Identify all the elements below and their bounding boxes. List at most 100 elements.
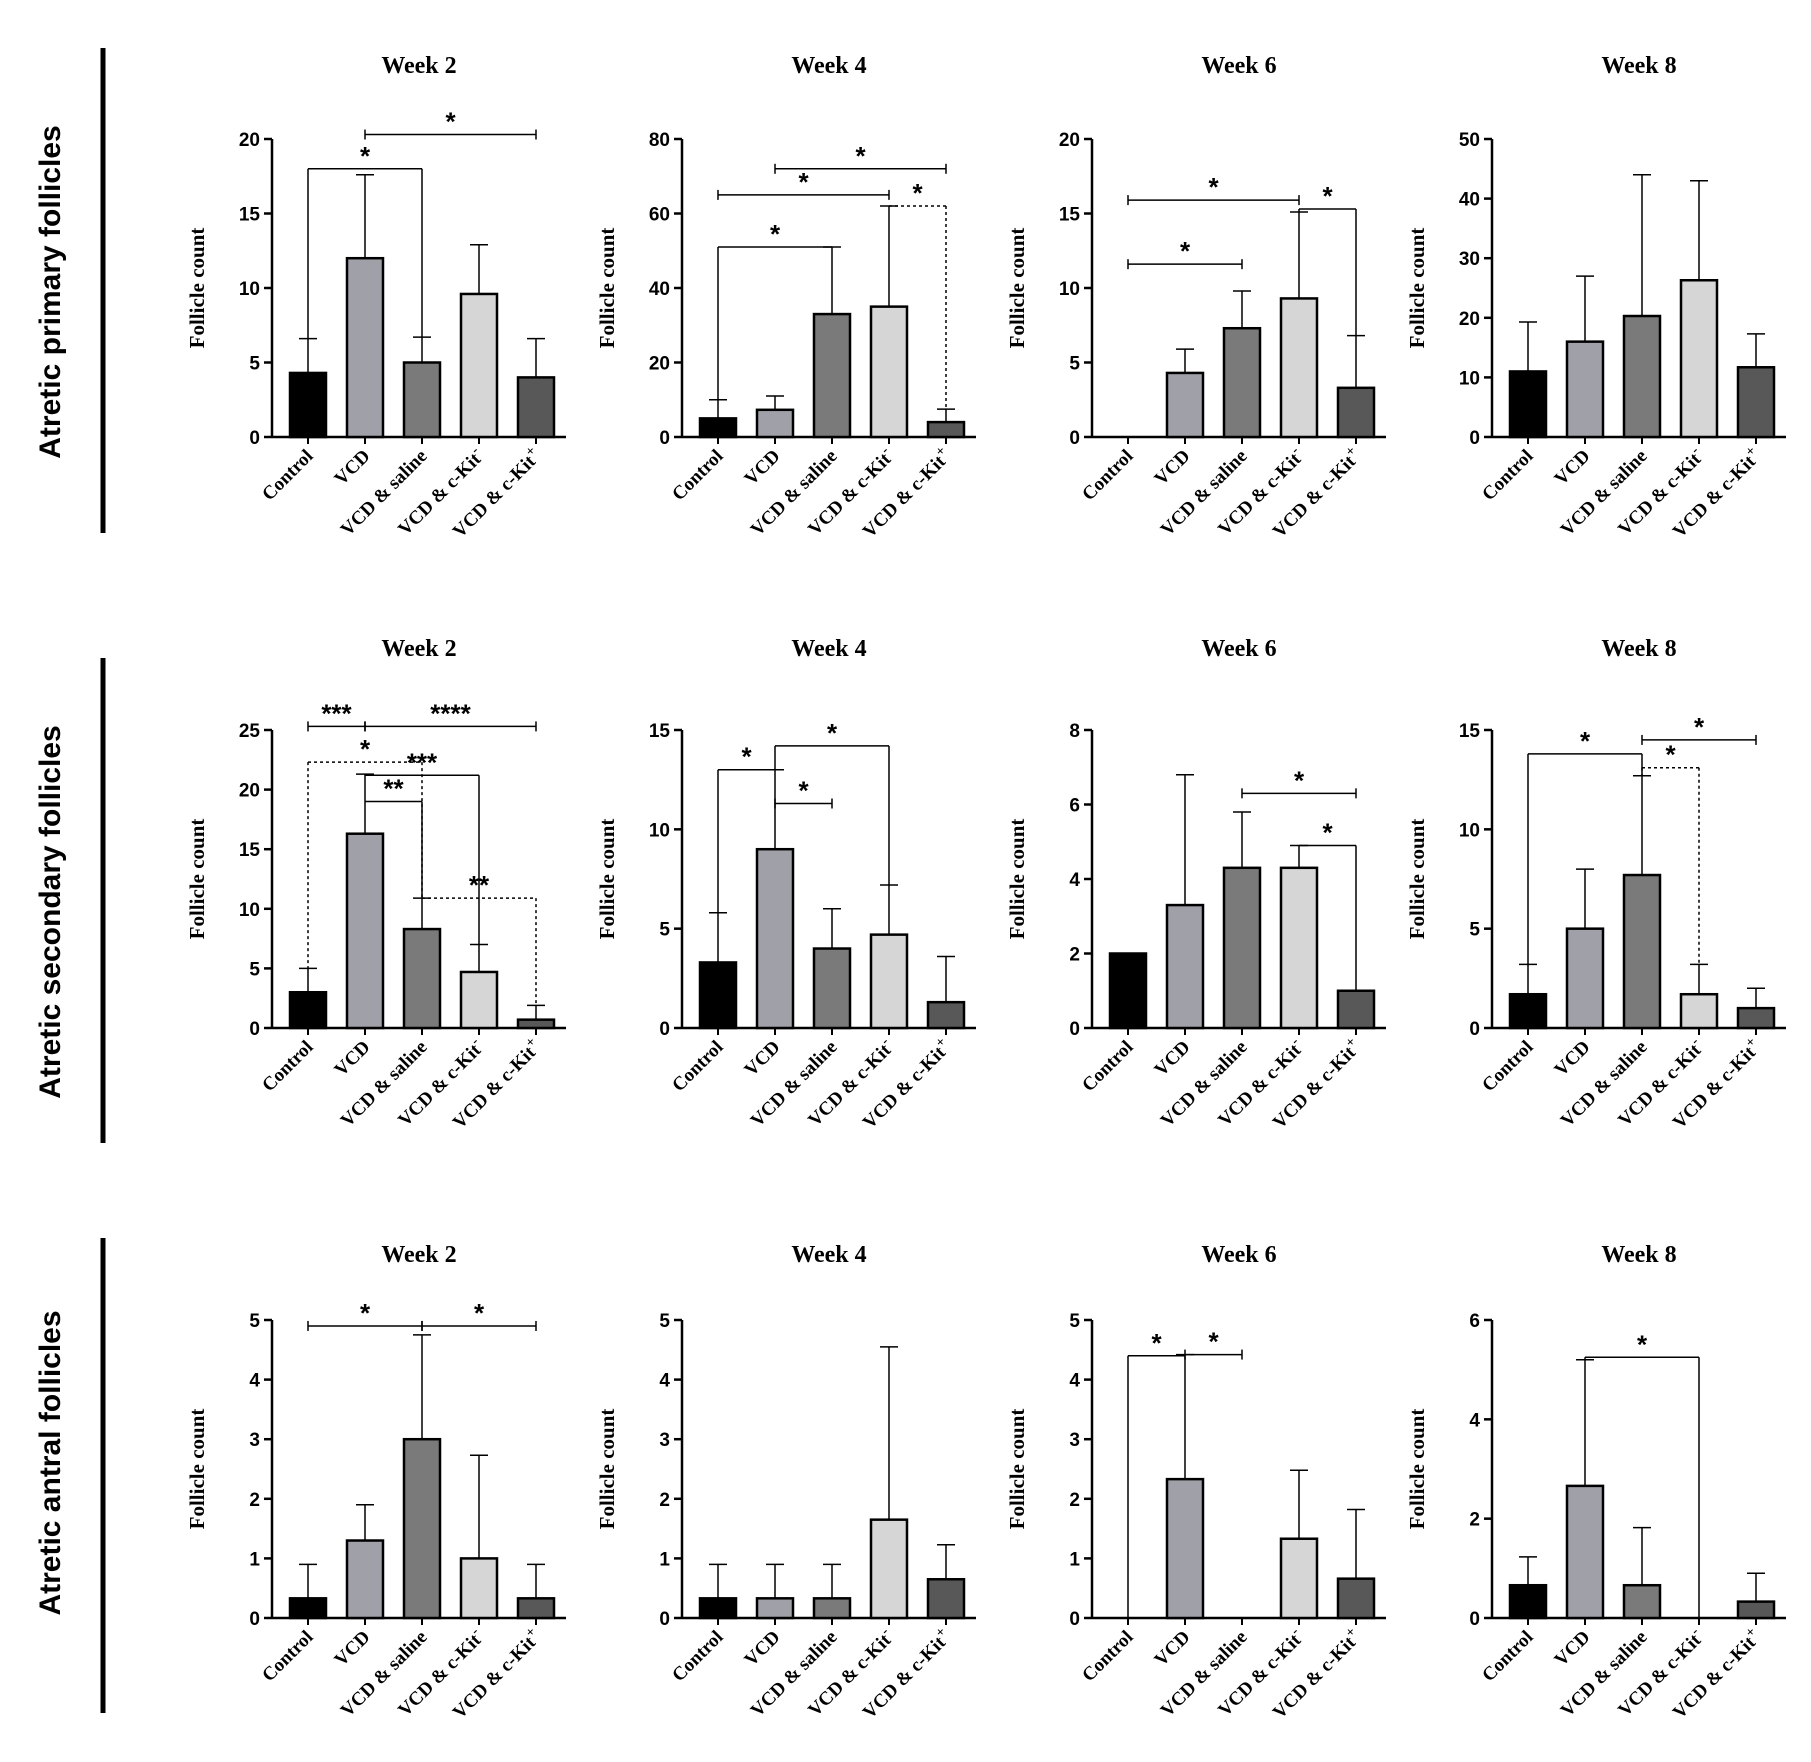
bar bbox=[402, 361, 442, 439]
y-tick-label: 40 bbox=[649, 279, 670, 300]
x-tick-label: Control bbox=[668, 1627, 727, 1686]
y-axis-label: Follicle count bbox=[1005, 1409, 1029, 1530]
significance-label: * bbox=[1180, 236, 1191, 266]
y-tick-label: 15 bbox=[1459, 721, 1481, 742]
x-tick-label-text: VCD bbox=[331, 1037, 375, 1081]
y-tick-label: 2 bbox=[1069, 1490, 1080, 1511]
y-axis-label: Follicle count bbox=[1405, 1409, 1429, 1530]
x-tick-label: VCD bbox=[331, 446, 375, 490]
bar bbox=[869, 305, 909, 439]
y-tick-label: 0 bbox=[1469, 428, 1480, 449]
y-tick-label: 3 bbox=[249, 1430, 260, 1451]
y-tick-label: 5 bbox=[249, 959, 260, 980]
x-tick-label: Control bbox=[1078, 446, 1137, 505]
panel-title: Week 2 bbox=[381, 636, 456, 662]
y-tick-label: 0 bbox=[1469, 1019, 1480, 1040]
x-tick-label: VCD bbox=[1551, 446, 1595, 490]
bar bbox=[869, 933, 909, 1030]
chart-panel-p4: Week 8 Follicle count 0 10 20 30 40 50 Control VC… bbox=[1405, 53, 1786, 542]
x-tick-label: VCD bbox=[1551, 1627, 1595, 1671]
y-tick-label: 0 bbox=[249, 428, 260, 449]
bar bbox=[1508, 992, 1548, 1030]
y-tick-label: 5 bbox=[659, 920, 670, 941]
y-tick-label: 15 bbox=[239, 205, 261, 226]
bar bbox=[402, 1437, 442, 1620]
significance-label: *** bbox=[407, 747, 438, 777]
x-tick-label-text: VCD bbox=[1551, 1037, 1595, 1081]
y-axis-label: Follicle count bbox=[1405, 819, 1429, 940]
y-tick-label: 10 bbox=[1459, 368, 1480, 389]
significance-label: * bbox=[770, 219, 781, 249]
bar bbox=[869, 1518, 909, 1620]
bar bbox=[1222, 326, 1262, 439]
bar bbox=[1508, 370, 1548, 439]
chart-panel-p5: Week 2 Follicle count 0 5 10 15 20 25 Control VCD… bbox=[185, 636, 566, 1133]
y-tick-label: 20 bbox=[1059, 130, 1080, 151]
y-tick-label: 40 bbox=[1459, 190, 1480, 211]
significance-label: * bbox=[855, 141, 866, 171]
x-tick-label: Control bbox=[258, 446, 317, 505]
x-tick-label-text: VCD bbox=[1551, 1627, 1595, 1671]
x-tick-label-text: Control bbox=[1478, 1037, 1537, 1096]
bar bbox=[1279, 1537, 1319, 1620]
significance-label: * bbox=[1580, 726, 1591, 756]
y-tick-label: 0 bbox=[1469, 1609, 1480, 1630]
bar bbox=[812, 1597, 852, 1620]
panel-title: Week 6 bbox=[1201, 1242, 1276, 1268]
y-axis-label: Follicle count bbox=[1005, 819, 1029, 940]
y-tick-label: 0 bbox=[659, 1609, 670, 1630]
y-tick-label: 0 bbox=[659, 428, 670, 449]
bar bbox=[1565, 340, 1605, 439]
bar bbox=[516, 1018, 556, 1030]
bar bbox=[812, 947, 852, 1030]
panel-title: Week 8 bbox=[1601, 53, 1676, 79]
bar bbox=[698, 1597, 738, 1620]
significance-label: * bbox=[1208, 172, 1219, 202]
y-tick-label: 0 bbox=[1069, 1609, 1080, 1630]
significance-label: * bbox=[360, 141, 371, 171]
y-tick-label: 60 bbox=[649, 205, 670, 226]
panel-title: Week 2 bbox=[381, 1242, 456, 1268]
significance-label: **** bbox=[430, 698, 471, 728]
y-tick-label: 1 bbox=[249, 1549, 260, 1570]
y-tick-label: 0 bbox=[249, 1019, 260, 1040]
bar bbox=[1336, 1577, 1376, 1620]
x-tick-label: VCD bbox=[1151, 1037, 1195, 1081]
bar bbox=[1165, 1477, 1205, 1620]
y-tick-label: 3 bbox=[1069, 1430, 1080, 1451]
x-tick-label-text: Control bbox=[668, 1627, 727, 1686]
bar bbox=[755, 408, 795, 439]
bar bbox=[345, 256, 385, 439]
y-tick-label: 25 bbox=[239, 721, 261, 742]
bar bbox=[1565, 1484, 1605, 1620]
bar bbox=[345, 832, 385, 1030]
bar bbox=[812, 312, 852, 439]
y-tick-label: 4 bbox=[1069, 1371, 1080, 1392]
panel-title: Week 4 bbox=[791, 1242, 866, 1268]
significance-label: * bbox=[798, 776, 809, 806]
significance-label: * bbox=[827, 718, 838, 748]
y-tick-label: 5 bbox=[659, 1311, 670, 1332]
x-tick-label-text: VCD bbox=[1551, 446, 1595, 490]
bar bbox=[516, 1597, 556, 1620]
panel-title: Week 6 bbox=[1201, 53, 1276, 79]
bar bbox=[926, 1000, 966, 1030]
bar bbox=[1108, 952, 1148, 1030]
y-tick-label: 8 bbox=[1069, 721, 1080, 742]
x-tick-label: VCD bbox=[331, 1037, 375, 1081]
x-tick-label: Control bbox=[668, 446, 727, 505]
y-tick-label: 2 bbox=[249, 1490, 260, 1511]
significance-label: * bbox=[1322, 817, 1333, 847]
significance-label: * bbox=[360, 1298, 371, 1328]
x-tick-label: Control bbox=[1478, 1037, 1537, 1096]
x-tick-label: VCD bbox=[741, 1627, 785, 1671]
x-tick-label: VCD bbox=[331, 1627, 375, 1671]
x-tick-label: VCD bbox=[1151, 446, 1195, 490]
significance-label: * bbox=[912, 178, 923, 208]
y-tick-label: 6 bbox=[1469, 1311, 1480, 1332]
significance-label: * bbox=[1294, 765, 1305, 795]
